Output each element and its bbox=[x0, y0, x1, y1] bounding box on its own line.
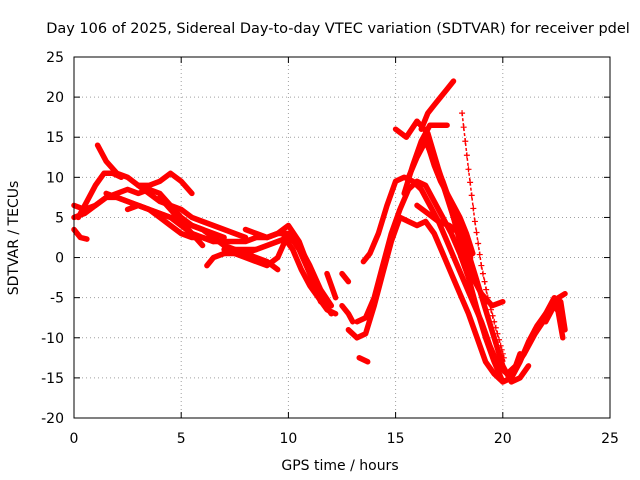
series-arc-30 bbox=[532, 294, 568, 333]
spike-marker bbox=[468, 192, 475, 199]
spike-marker bbox=[486, 300, 493, 307]
series-arc-9 bbox=[157, 194, 206, 249]
y-tick-label: 5 bbox=[55, 210, 64, 226]
spike-marker bbox=[489, 312, 496, 319]
y-tick-label: 20 bbox=[46, 90, 64, 106]
x-tick-label: 20 bbox=[494, 431, 512, 447]
spike-marker bbox=[470, 205, 477, 212]
series-arc-8 bbox=[135, 170, 195, 197]
x-tick-label: 5 bbox=[177, 431, 186, 447]
series-arc-15 bbox=[324, 270, 339, 301]
spike-marker bbox=[462, 138, 469, 145]
series-arc-12 bbox=[232, 246, 281, 273]
spike-marker bbox=[460, 124, 467, 131]
spike-marker bbox=[481, 278, 488, 285]
x-tick-label: 0 bbox=[70, 431, 79, 447]
y-tick-label: 25 bbox=[46, 50, 64, 66]
spike-marker bbox=[499, 350, 506, 357]
x-axis-ticks: 0 5 10 15 20 25 bbox=[70, 57, 619, 447]
spike-marker bbox=[476, 251, 483, 258]
series-arc-22 bbox=[392, 118, 506, 309]
spike-marker bbox=[473, 229, 480, 236]
spike-marker bbox=[496, 336, 503, 343]
x-tick-label: 15 bbox=[387, 431, 405, 447]
spike-marker bbox=[465, 166, 472, 173]
spike-marker bbox=[479, 270, 486, 277]
spike-marker bbox=[463, 152, 470, 159]
spike-marker bbox=[488, 306, 495, 313]
y-tick-label: 10 bbox=[46, 170, 64, 186]
series-arc-31 bbox=[542, 290, 568, 325]
plot-frame bbox=[73, 56, 611, 419]
spike-marker bbox=[475, 240, 482, 247]
y-axis-label: SDTVAR / TECUs bbox=[6, 181, 22, 296]
spike-marker bbox=[471, 218, 478, 225]
series-arc-16 bbox=[339, 270, 352, 285]
spike-marker bbox=[491, 318, 498, 325]
spike-marker bbox=[500, 354, 507, 361]
plot-area bbox=[71, 78, 568, 385]
y-tick-label: -20 bbox=[41, 411, 64, 427]
spike-marker bbox=[467, 179, 474, 186]
spike-marker bbox=[478, 262, 485, 269]
spike-marker bbox=[492, 324, 499, 331]
series-arc-17 bbox=[339, 302, 356, 325]
spike-marker bbox=[459, 110, 466, 117]
spike-marker bbox=[483, 286, 490, 293]
chart-title: Day 106 of 2025, Sidereal Day-to-day VTE… bbox=[46, 21, 630, 37]
series-arc-14 bbox=[281, 234, 339, 317]
spike-marker bbox=[484, 294, 491, 301]
y-tick-label: -5 bbox=[50, 291, 64, 307]
series-arc-25 bbox=[418, 78, 457, 132]
y-tick-label: 15 bbox=[46, 130, 64, 146]
spike-marker bbox=[497, 342, 504, 349]
y-tick-label: -15 bbox=[41, 371, 64, 387]
series-arc-13 bbox=[242, 222, 324, 301]
x-axis-label: GPS time / hours bbox=[281, 458, 398, 474]
y-tick-label: 0 bbox=[55, 251, 64, 267]
y-tick-label: -10 bbox=[41, 331, 64, 347]
series-arc-28 bbox=[425, 134, 482, 293]
x-tick-label: 25 bbox=[601, 431, 619, 447]
spike-marker bbox=[498, 346, 505, 353]
y-axis-ticks: 25 20 15 10 5 0 -5 -10 -15 -20 bbox=[41, 50, 610, 427]
series-arc-1 bbox=[71, 226, 90, 242]
x-tick-label: 10 bbox=[279, 431, 297, 447]
spike-marker bbox=[494, 330, 501, 337]
series-arc-21 bbox=[356, 355, 371, 365]
